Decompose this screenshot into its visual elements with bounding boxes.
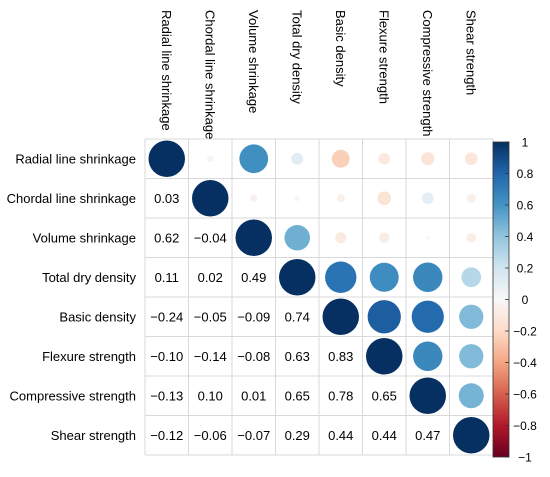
correlation-circle — [421, 152, 435, 166]
row-label: Basic density — [59, 309, 136, 324]
correlation-circle — [409, 377, 446, 414]
correlation-value: 0.11 — [155, 270, 179, 285]
column-label: Radial line shrinkage — [159, 10, 174, 131]
correlation-circle — [239, 144, 269, 174]
legend-tick-label: 0 — [522, 293, 529, 307]
correlation-value: 0.65 — [285, 388, 310, 403]
correlation-value: −0.07 — [237, 428, 270, 443]
correlation-circle — [464, 152, 478, 166]
row-label: Total dry density — [42, 270, 136, 285]
column-label: Shear strength — [463, 10, 478, 95]
correlation-value: −0.14 — [194, 349, 227, 364]
correlation-circle — [207, 155, 214, 162]
correlation-value: −0.10 — [150, 349, 183, 364]
column-label: Basic density — [333, 10, 348, 87]
correlation-value: 0.02 — [198, 270, 223, 285]
correlation-value: 0.78 — [328, 388, 353, 403]
column-labels: Radial line shrinkage Chordal line shrink… — [159, 10, 479, 139]
grid-lines — [144, 138, 494, 456]
row-label: Flexure strength — [42, 349, 136, 364]
column-label: Flexure strength — [376, 10, 391, 104]
correlation-circle — [425, 235, 430, 240]
correlation-circle — [235, 219, 272, 256]
legend-tick-label: 0.4 — [517, 230, 534, 244]
correlation-circle — [413, 262, 443, 292]
correlation-value: 0.49 — [241, 270, 266, 285]
correlation-circle — [369, 262, 399, 292]
correlation-circle — [331, 149, 350, 168]
correlation-circle — [459, 344, 484, 369]
row-labels: Radial line shrinkage Chordal line shrink… — [7, 151, 137, 443]
circle-cells — [148, 140, 490, 454]
correlation-value: −0.13 — [150, 388, 183, 403]
correlation-circle — [284, 224, 311, 251]
legend-tick-label: −0.6 — [513, 388, 537, 402]
correlation-circle — [148, 140, 185, 177]
column-label: Chordal line shrinkage — [202, 10, 217, 139]
correlation-value: 0.74 — [285, 309, 310, 324]
value-labels: 0.03 0.62 −0.04 0.11 0.02 0.49 −0.24 −0.05 −0.09… — [150, 191, 440, 443]
correlation-value: −0.06 — [194, 428, 227, 443]
correlation-circle — [461, 267, 482, 288]
correlation-value: 0.83 — [328, 349, 353, 364]
legend-tick-label: −0.8 — [513, 419, 537, 433]
correlation-circle — [411, 300, 444, 333]
correlation-value: 0.44 — [372, 428, 397, 443]
correlation-circle — [325, 261, 357, 293]
correlation-value: 0.44 — [328, 428, 353, 443]
correlation-circle — [335, 232, 347, 244]
correlation-circle — [458, 383, 484, 409]
correlation-value: 0.63 — [285, 349, 310, 364]
correlation-value: −0.12 — [150, 428, 183, 443]
row-label: Shear strength — [51, 428, 136, 443]
correlation-circle — [466, 193, 476, 203]
legend-tick-label: −1 — [518, 451, 532, 465]
correlation-circle — [279, 259, 316, 296]
legend-tick-label: 1 — [522, 136, 529, 150]
legend-tick-label: 0.6 — [517, 199, 534, 213]
column-label: Volume shrinkage — [246, 10, 261, 113]
correlation-circle — [294, 195, 300, 201]
correlation-value: 0.47 — [415, 428, 440, 443]
correlation-value: 0.29 — [285, 428, 310, 443]
legend-tick-label: 0.8 — [517, 167, 534, 181]
correlation-value: −0.09 — [237, 309, 270, 324]
correlation-circle — [367, 300, 401, 334]
correlation-value: 0.62 — [154, 230, 179, 245]
legend-tick-label: −0.4 — [513, 356, 537, 370]
color-legend: 1 0.8 0.6 0.4 0.2 0 −0.2 −0.4 −0.6 −0.8 −1 — [492, 136, 537, 465]
correlation-value: −0.08 — [237, 349, 270, 364]
row-label: Compressive strength — [10, 388, 136, 403]
correlation-circle — [366, 338, 403, 375]
row-label: Chordal line shrinkage — [7, 191, 136, 206]
correlation-value: −0.05 — [194, 309, 227, 324]
correlation-circle — [413, 341, 443, 371]
correlation-value: 0.10 — [198, 388, 223, 403]
correlation-circle — [291, 152, 304, 165]
row-label: Volume shrinkage — [33, 230, 136, 245]
correlation-circle — [192, 180, 229, 217]
correlation-circle — [322, 298, 359, 335]
correlation-circle — [336, 194, 345, 203]
legend-tick-label: −0.2 — [513, 325, 537, 339]
correlation-circle — [377, 191, 392, 206]
correlation-value: −0.04 — [194, 230, 227, 245]
correlation-circle — [250, 194, 258, 202]
correlation-circle — [459, 304, 484, 329]
legend-tick-label: 0.2 — [517, 262, 534, 276]
correlation-value: 0.65 — [372, 388, 397, 403]
correlation-circle — [453, 417, 490, 454]
row-label: Radial line shrinkage — [15, 151, 136, 166]
column-label: Compressive strength — [420, 10, 435, 136]
correlation-circle — [421, 192, 434, 205]
correlation-value: 0.01 — [241, 388, 266, 403]
column-label: Total dry density — [289, 10, 304, 104]
correlation-circle — [466, 232, 477, 243]
correlation-circle — [378, 152, 391, 165]
correlation-value: −0.24 — [150, 309, 183, 324]
correlation-value: 0.03 — [154, 191, 179, 206]
correlation-circle — [379, 232, 390, 243]
